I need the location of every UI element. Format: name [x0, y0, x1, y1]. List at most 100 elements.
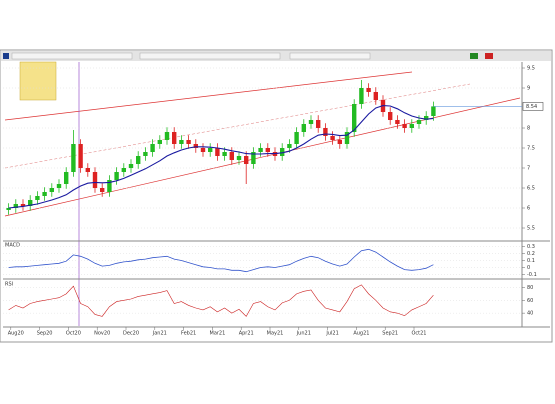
candle-body	[100, 188, 105, 192]
candle-body	[92, 172, 98, 188]
channel-line	[4, 83, 471, 169]
x-tick-label: Aug21	[353, 331, 369, 337]
candle-body	[6, 208, 11, 210]
candle-body	[157, 140, 162, 144]
y-tick-label: 5.5	[527, 226, 535, 232]
candle-body	[35, 196, 40, 200]
x-tick-label: Dec20	[123, 331, 139, 337]
candle-body	[13, 204, 18, 208]
toolbar-icon[interactable]	[3, 53, 9, 59]
y-tick-label: 9.5	[527, 66, 535, 72]
candle-body	[265, 148, 270, 152]
line	[8, 105, 434, 209]
y-tick-label: 7.5	[527, 146, 535, 152]
info-box	[19, 61, 57, 101]
x-tick-label: Jan21	[152, 331, 167, 337]
candle-body	[28, 200, 33, 206]
candle-body	[172, 132, 177, 144]
candle-body	[402, 124, 407, 128]
candle-body	[136, 156, 141, 164]
x-tick-label: Jun21	[296, 331, 311, 337]
toolbar-buttons[interactable]	[139, 52, 281, 60]
y-tick-label: 40	[527, 311, 533, 317]
candle-body	[424, 116, 429, 120]
x-tick-label: Mar21	[210, 331, 226, 337]
candle-body	[323, 128, 328, 136]
y-tick-label: -0.1	[527, 272, 537, 278]
candle-body	[352, 104, 357, 132]
candle-body	[280, 148, 285, 156]
candle-body	[186, 140, 191, 144]
last-price-tag	[522, 102, 544, 111]
candle-body	[229, 152, 234, 160]
x-tick-label: Oct21	[411, 331, 426, 337]
channel-line	[4, 71, 413, 121]
candle-body	[294, 132, 299, 144]
candle-body	[251, 152, 256, 164]
toolbar-buttons[interactable]	[289, 52, 371, 60]
candle-body	[222, 152, 227, 156]
candle-body	[78, 144, 83, 168]
y-tick-label: 8	[527, 126, 530, 132]
candle-body	[85, 168, 90, 172]
candle-body	[236, 156, 242, 160]
candle-body	[208, 148, 213, 152]
candle-body	[244, 156, 249, 164]
candle-body	[114, 172, 119, 180]
candle-body	[20, 204, 26, 206]
channel-line	[4, 97, 521, 217]
x-tick-label: Feb21	[181, 331, 196, 337]
line	[8, 284, 434, 317]
candle-body	[193, 144, 198, 148]
y-tick-label: 60	[527, 298, 533, 304]
candle-body	[71, 144, 76, 172]
candle-body	[56, 184, 62, 188]
candle-body	[337, 140, 342, 144]
candle-body	[200, 148, 206, 152]
candle-body	[128, 164, 134, 168]
candle-body	[287, 144, 292, 148]
x-tick-label: Nov20	[94, 331, 110, 337]
y-tick-label: 6.5	[527, 186, 535, 192]
candle-body	[330, 136, 335, 140]
x-tick-label: Oct20	[66, 331, 81, 337]
candle-body	[179, 140, 184, 144]
x-tick-label: Sep20	[37, 331, 53, 337]
candle-body	[49, 188, 54, 192]
x-tick-label: Jul21	[325, 331, 338, 337]
y-tick-label: 0.1	[527, 258, 535, 264]
candle-body	[42, 192, 47, 196]
candle-body	[388, 112, 393, 120]
frame	[0, 49, 553, 343]
toolbar-icon[interactable]	[485, 53, 493, 59]
candle-body	[107, 180, 112, 192]
candle-body	[301, 124, 306, 132]
x-tick-label: Aug20	[8, 331, 24, 337]
candle-body	[395, 120, 400, 124]
y-tick-label: 6	[527, 206, 530, 212]
last-price-label: 8.54	[526, 104, 537, 110]
candle-body	[215, 148, 220, 156]
toolbar-icon[interactable]	[470, 53, 478, 59]
toolbar-buttons[interactable]	[11, 52, 133, 60]
candle-body	[308, 120, 314, 124]
y-tick-label: 9	[527, 86, 530, 92]
x-tick-label: Sep21	[382, 331, 398, 337]
pane-title: MACD	[5, 243, 20, 249]
x-tick-label: May21	[267, 331, 284, 337]
candle-body	[316, 120, 321, 128]
y-tick-label: 0.3	[527, 244, 535, 250]
candle-body	[258, 148, 263, 152]
candle-body	[373, 92, 378, 100]
y-tick-label: 7	[527, 166, 530, 172]
x-tick-label: Apr21	[239, 331, 254, 337]
candle-body	[164, 132, 170, 140]
candle-body	[121, 168, 126, 172]
pane-title: RSI	[5, 282, 13, 288]
candle-body	[416, 120, 422, 124]
line	[8, 248, 434, 273]
y-tick-label: 0	[527, 265, 530, 271]
candle-body	[143, 152, 148, 156]
candle-body	[366, 88, 371, 92]
